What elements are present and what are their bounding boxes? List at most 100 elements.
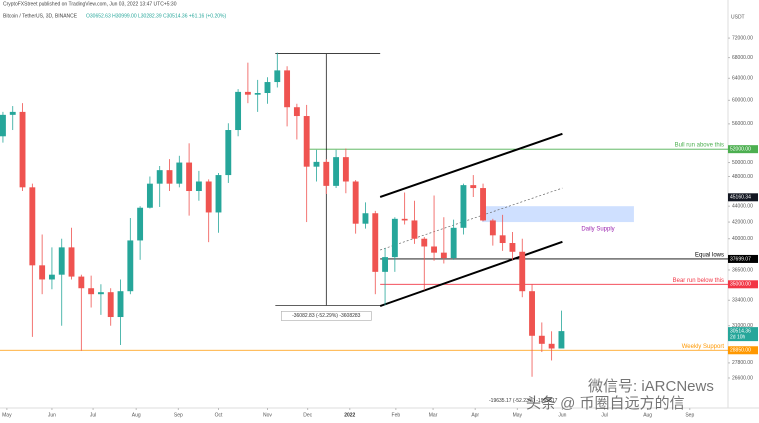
candle-body	[166, 170, 173, 184]
candle-body	[529, 291, 535, 336]
y-tick-label: 72000.00	[732, 35, 753, 41]
candle-body	[519, 251, 526, 292]
price-tag-label: 45160.34	[730, 195, 751, 201]
candle-body	[440, 252, 447, 259]
candle-body	[489, 220, 496, 236]
publisher: CryptoFXStreet published on TradingView.…	[3, 1, 177, 7]
symbol-title: Bitcoin / TetherUS, 3D, BINANCE	[3, 13, 78, 19]
candle-body	[499, 235, 506, 244]
candle-body	[401, 218, 408, 221]
supply-zone	[482, 206, 634, 223]
candle-body	[333, 157, 340, 186]
candle-body	[97, 292, 104, 295]
x-tick-label: Dec	[303, 412, 312, 418]
candle-body	[58, 247, 65, 275]
x-tick-label: Mar	[429, 412, 438, 418]
x-tick-label: May	[2, 412, 12, 418]
x-tick-label: Apr	[471, 412, 479, 418]
price-tag-label: 52000.00	[730, 146, 751, 152]
candle-body	[88, 288, 95, 295]
x-tick-label: Aug	[132, 412, 141, 418]
candle-body	[146, 183, 153, 208]
trendline	[379, 132, 563, 198]
price-tag-label: 28850.00	[730, 348, 751, 354]
level-label: Bear run below this	[673, 278, 724, 284]
plot: Daily Supply Bull run above this Equal low…	[0, 37, 758, 410]
x-tick-label: May	[513, 412, 523, 418]
y-tick-label: 33400.00	[732, 298, 753, 304]
candle-body	[195, 181, 202, 192]
candle-body	[137, 207, 144, 241]
y-tick-label: 50000.00	[732, 160, 753, 166]
candle-body	[421, 238, 428, 247]
candle-body	[29, 187, 36, 266]
candle-body	[127, 240, 134, 292]
candle-body	[254, 93, 261, 95]
level-label: Equal lows	[695, 253, 724, 259]
x-tick-label: Feb	[392, 412, 401, 418]
candle-body	[342, 157, 349, 182]
candle-body	[303, 116, 310, 167]
x-tick-label: Jun	[48, 412, 56, 418]
candle-body	[156, 170, 163, 184]
candle-body	[284, 70, 291, 108]
y-tick-label: 27800.00	[732, 360, 753, 366]
measure-label: -36082.83 (-52.29%) -3608283	[292, 313, 361, 319]
y-tick-label: 36500.00	[732, 267, 753, 273]
candle-body	[68, 247, 75, 277]
measure-box	[281, 311, 372, 321]
y-tick-label: 44000.00	[732, 204, 753, 210]
currency: USDT	[731, 14, 745, 20]
price-tag	[728, 346, 758, 355]
x-tick-label: Aug	[643, 412, 652, 418]
x-tick-label: Oct	[215, 412, 223, 418]
candle-body	[215, 175, 222, 213]
y-tick-label: 31000.00	[732, 323, 753, 329]
candle-body	[538, 335, 545, 344]
candle-body	[480, 188, 486, 221]
candle-body	[244, 91, 251, 95]
price-tag	[728, 193, 758, 202]
trendline	[379, 240, 563, 307]
candle-body	[372, 213, 379, 272]
midline	[380, 187, 563, 251]
watermark: 微信号: iARCNews	[588, 378, 714, 395]
candle-body	[431, 246, 437, 253]
x-tick-label: Jun	[558, 412, 566, 418]
zone-label: Daily Supply	[581, 227, 614, 233]
candle-body	[48, 274, 55, 280]
candle-body	[509, 243, 516, 252]
price-tag-label: 30514.36	[730, 328, 751, 334]
candle-body	[78, 276, 85, 289]
y-tick-label: 64000.00	[732, 76, 753, 82]
price-tag-label: 37699.07	[730, 256, 751, 262]
price-tag-label: 35000.00	[730, 282, 751, 288]
candle-body	[391, 218, 398, 258]
y-tick-label: 48000.00	[732, 174, 753, 180]
watermark: 头条 @ 币圈自远方的信	[526, 395, 685, 412]
x-tick-label: Jul	[90, 412, 96, 418]
x-tick-label: Nov	[263, 412, 272, 418]
candle-body	[19, 111, 26, 188]
candle-body	[460, 185, 467, 228]
candle-body	[205, 181, 212, 213]
candle-body	[176, 162, 183, 184]
candle-body	[450, 227, 457, 259]
y-tick-label: 40000.00	[732, 236, 753, 242]
price-tag	[728, 145, 758, 154]
x-tick-label: Sep	[685, 412, 694, 418]
candle-body	[264, 82, 271, 94]
y-tick-label: 68000.00	[732, 55, 753, 61]
y-tick-label: 42000.00	[732, 219, 753, 225]
candle-body	[382, 257, 389, 272]
measure-label: -19635.17 (-52.23%) -1963517	[489, 398, 558, 404]
x-tick-label: 2022	[344, 412, 355, 418]
x-tick-label: Jul	[601, 412, 607, 418]
ohlc: O30652.63 H30999.00 L30282.39 C30514.36 …	[86, 13, 226, 19]
x-tick-label: Sep	[174, 412, 183, 418]
candle-body	[235, 91, 242, 131]
price-tag	[728, 280, 758, 289]
candle-body	[39, 265, 46, 280]
candle-body	[293, 107, 300, 117]
